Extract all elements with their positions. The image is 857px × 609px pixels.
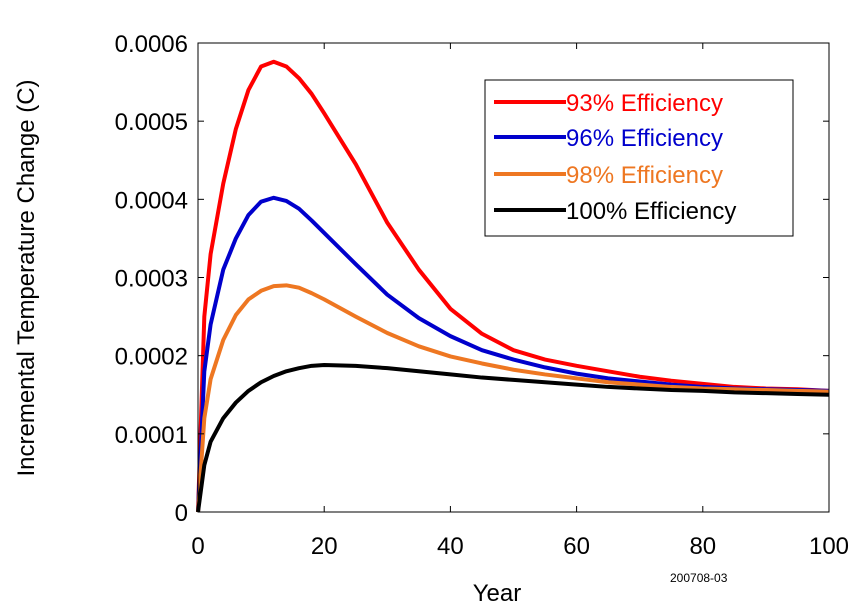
x-tick-label: 20 [311, 533, 338, 560]
y-tick-label: 0.0005 [115, 109, 188, 136]
tick-marks [197, 42, 830, 513]
x-tick-label: 40 [437, 533, 464, 560]
x-tick-label: 80 [689, 533, 716, 560]
y-tick-label: 0 [175, 500, 188, 527]
y-tick-label: 0.0004 [115, 187, 188, 214]
figure-id-annotation: 200708-03 [670, 571, 728, 585]
x-tick-labels: 0 20 40 60 80 100 [191, 533, 849, 560]
series-line [196, 363, 830, 513]
legend: 93% Efficiency 96% Efficiency 98% Effici… [484, 79, 794, 237]
legend-label: 96% Efficiency [566, 125, 723, 152]
y-tick-label: 0.0006 [115, 31, 188, 58]
series-layer [196, 59, 830, 513]
y-tick-label: 0.0002 [115, 344, 188, 371]
legend-label: 93% Efficiency [566, 90, 723, 117]
series-line [196, 283, 830, 513]
x-tick-label: 0 [191, 533, 204, 560]
series-line [196, 59, 830, 513]
y-axis-title: Incremental Temperature Change (C) [13, 79, 40, 476]
legend-label: 100% Efficiency [566, 198, 736, 225]
y-tick-labels: 0 0.0001 0.0002 0.0003 0.0004 0.0005 0.0… [115, 31, 188, 527]
y-tick-label: 0.0003 [115, 266, 188, 293]
y-tick-label: 0.0001 [115, 422, 188, 449]
x-tick-label: 100 [809, 533, 849, 560]
legend-label: 98% Efficiency [566, 162, 723, 189]
x-axis-title: Year [473, 580, 522, 607]
x-tick-label: 60 [563, 533, 590, 560]
